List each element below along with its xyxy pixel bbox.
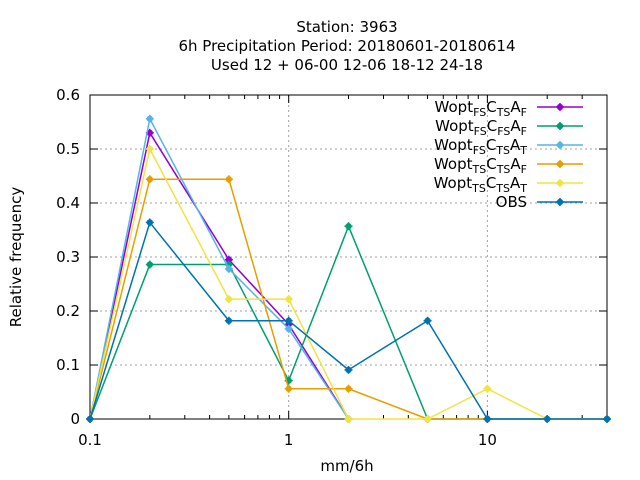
legend-label-subscript: FS: [473, 144, 486, 157]
series-3: [86, 175, 611, 423]
legend-label-subscript: F: [521, 106, 527, 119]
x-tick-label: 1: [284, 431, 294, 449]
y-tick-label: 0.5: [56, 140, 80, 158]
legend-entry-1: WoptFSCFSAF: [435, 117, 583, 138]
legend-label-subscript: F: [521, 163, 527, 176]
legend-label-subscript: TS: [472, 163, 487, 176]
y-tick-label: 0.3: [56, 248, 80, 266]
series-line: [90, 149, 607, 419]
series-line: [90, 179, 607, 419]
legend-label: WoptFSCFSAF: [435, 117, 527, 138]
y-tick-label: 0.2: [56, 302, 80, 320]
legend-label-text: OBS: [496, 193, 527, 211]
y-tick-label: 0: [70, 410, 80, 428]
legend-label-text: C: [487, 117, 497, 135]
y-tick-label: 0.1: [56, 356, 80, 374]
legend-entry-2: WoptFSCTSAT: [434, 136, 583, 157]
legend-label-text: Wopt: [435, 117, 474, 135]
series-lines: [86, 115, 611, 423]
legend-label-subscript: FS: [497, 125, 510, 138]
legend-label-text: Wopt: [435, 98, 474, 116]
legend-label: WoptTSCTSAT: [434, 174, 528, 195]
series-4: [86, 145, 611, 423]
legend-label-text: C: [486, 136, 496, 154]
legend-label-text: Wopt: [434, 155, 473, 173]
x-axis-label: mm/6h: [320, 457, 373, 475]
legend-entry-4: WoptTSCTSAT: [434, 174, 583, 195]
legend-label-text: C: [486, 174, 496, 192]
legend-label-text: Wopt: [434, 136, 473, 154]
series-line: [90, 133, 349, 419]
legend-label-text: C: [486, 155, 496, 173]
x-tick-label: 0.1: [78, 431, 102, 449]
legend-label-subscript: TS: [495, 144, 510, 157]
series-line: [90, 119, 349, 419]
chart-title: Station: 3963 6h Precipitation Period: 2…: [178, 18, 515, 74]
legend-label-text: Wopt: [434, 174, 473, 192]
y-axis-label: Relative frequency: [7, 187, 25, 328]
legend: WoptFSCTSAFWoptFSCFSAFWoptFSCTSATWoptTSC…: [434, 98, 583, 211]
x-tick-label: 10: [478, 431, 497, 449]
legend-label: WoptFSCTSAT: [434, 136, 527, 157]
title-line-2: 6h Precipitation Period: 20180601-201806…: [178, 37, 515, 55]
legend-label: OBS: [496, 193, 527, 211]
series-1: [86, 222, 611, 423]
legend-entry-5: OBS: [496, 193, 583, 211]
legend-label-text: C: [486, 98, 496, 116]
legend-label-subscript: TS: [496, 106, 511, 119]
legend-label-subscript: TS: [471, 182, 486, 195]
legend-label: WoptTSCTSAF: [434, 155, 527, 176]
legend-label-subscript: FS: [473, 106, 486, 119]
y-tick-label: 0.6: [56, 86, 80, 104]
legend-label-subscript: TS: [496, 163, 511, 176]
legend-label: WoptFSCTSAF: [435, 98, 527, 119]
legend-entry-0: WoptFSCTSAF: [435, 98, 583, 119]
legend-label-subscript: F: [521, 125, 527, 138]
series-2: [86, 115, 353, 423]
y-tick-label: 0.4: [56, 194, 80, 212]
title-line-1: Station: 3963: [296, 18, 397, 36]
legend-entry-3: WoptTSCTSAF: [434, 155, 583, 176]
title-line-3: Used 12 + 06-00 12-06 18-12 24-18: [211, 56, 483, 74]
